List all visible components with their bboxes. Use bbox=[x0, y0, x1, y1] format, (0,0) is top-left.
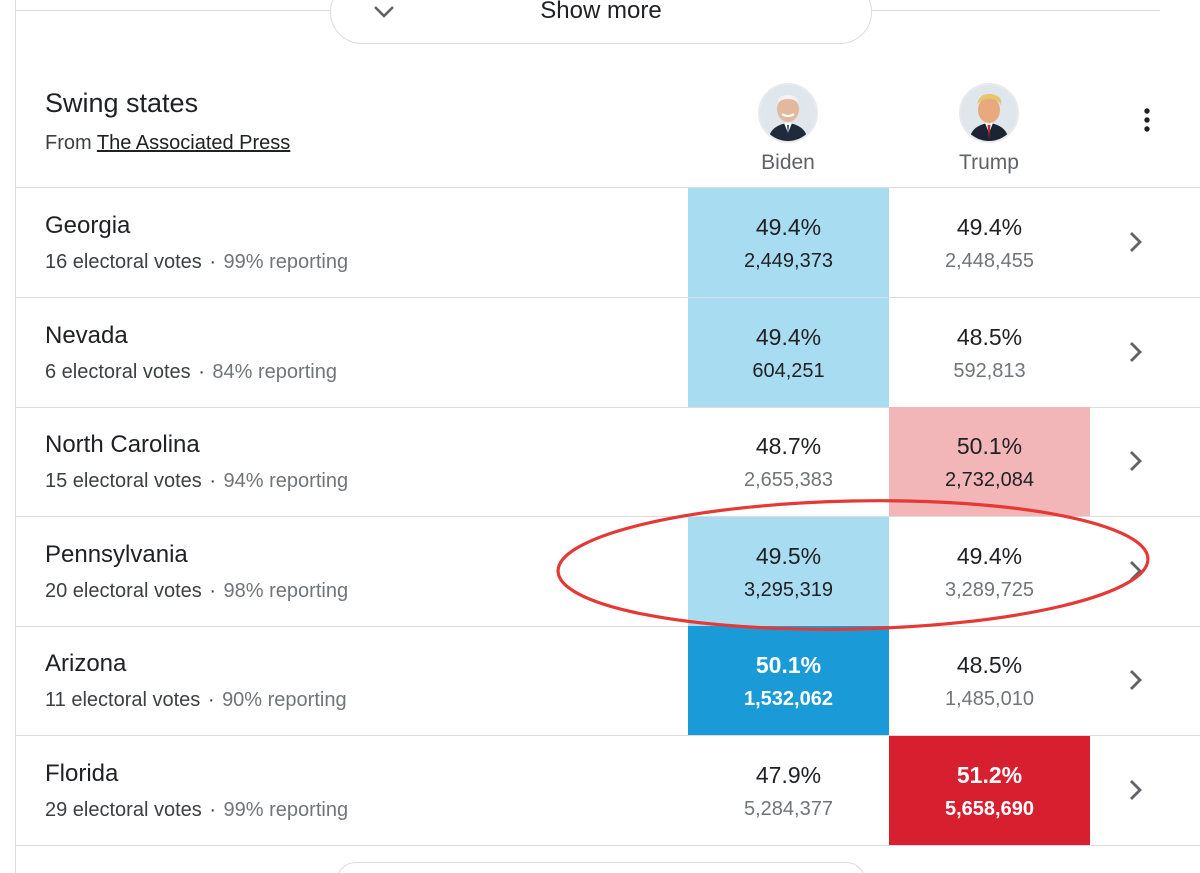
source-link[interactable]: The Associated Press bbox=[96, 132, 291, 154]
vote-percent: 49.5% bbox=[755, 542, 822, 569]
chevron-right-icon[interactable] bbox=[1128, 559, 1144, 583]
trump-result-cell: 50.1% 2,732,084 bbox=[889, 407, 1090, 517]
trump-result-cell: 51.2% 5,658,690 bbox=[889, 736, 1090, 845]
chevron-right-icon[interactable] bbox=[1128, 230, 1144, 254]
vote-percent: 50.1% bbox=[956, 433, 1023, 460]
vote-percent: 47.9% bbox=[755, 762, 822, 788]
card-title: Swing states bbox=[45, 88, 199, 118]
trump-result-cell: 49.4% 3,289,725 bbox=[889, 517, 1090, 626]
divider bbox=[872, 10, 1160, 11]
swing-state-row[interactable]: Georgia 16 electoral votes · 99% reporti… bbox=[15, 188, 1200, 298]
trump-result-cell: 49.4% 2,448,455 bbox=[889, 188, 1090, 297]
divider bbox=[16, 10, 332, 11]
chevron-right-icon[interactable] bbox=[1128, 778, 1144, 802]
vote-percent: 51.2% bbox=[956, 762, 1023, 788]
avatar bbox=[758, 83, 818, 143]
show-more-button[interactable]: Show more bbox=[330, 0, 872, 44]
electoral-votes: 6 electoral votes bbox=[45, 360, 191, 383]
state-meta: 15 electoral votes · 94% reporting bbox=[45, 470, 349, 493]
chevron-down-icon bbox=[374, 6, 394, 18]
vote-count: 604,251 bbox=[752, 359, 825, 382]
state-name: Florida bbox=[45, 760, 119, 787]
biden-result-cell: 47.9% 5,284,377 bbox=[688, 736, 889, 845]
electoral-votes: 11 electoral votes bbox=[45, 689, 201, 712]
electoral-votes: 20 electoral votes bbox=[45, 579, 202, 602]
reporting: 94% reporting bbox=[223, 470, 349, 493]
vote-percent: 49.4% bbox=[956, 214, 1023, 240]
biden-result-cell: 49.4% 2,449,373 bbox=[688, 188, 889, 297]
vote-count: 1,485,010 bbox=[945, 688, 1034, 711]
biden-result-cell: 49.4% 604,251 bbox=[688, 297, 889, 407]
chevron-right-icon[interactable] bbox=[1128, 340, 1144, 364]
chevron-right-icon[interactable] bbox=[1128, 668, 1144, 692]
state-meta: 20 electoral votes · 98% reporting bbox=[45, 579, 349, 602]
state-name: North Carolina bbox=[45, 431, 200, 459]
swing-state-row[interactable]: Nevada 6 electoral votes · 84% reporting… bbox=[15, 297, 1200, 408]
vote-percent: 48.5% bbox=[956, 323, 1023, 350]
reporting: 99% reporting bbox=[223, 799, 349, 821]
trump-result-cell: 48.5% 592,813 bbox=[889, 298, 1090, 407]
vote-percent: 48.7% bbox=[755, 433, 822, 460]
avatar bbox=[959, 83, 1019, 143]
vote-count: 5,284,377 bbox=[744, 798, 833, 820]
electoral-votes: 16 electoral votes bbox=[45, 251, 202, 273]
header-divider bbox=[15, 187, 1200, 188]
reporting: 98% reporting bbox=[223, 579, 349, 602]
source-attribution: From The Associated Press bbox=[45, 132, 290, 155]
biden-result-cell: 48.7% 2,655,383 bbox=[688, 407, 889, 516]
swing-state-row[interactable]: Pennsylvania 20 electoral votes · 98% re… bbox=[15, 516, 1200, 627]
electoral-votes: 15 electoral votes bbox=[45, 470, 202, 493]
vote-count: 2,449,373 bbox=[744, 250, 833, 272]
state-name: Pennsylvania bbox=[45, 540, 188, 568]
show-more-label: Show more bbox=[540, 0, 662, 24]
swing-state-row[interactable]: North Carolina 15 electoral votes · 94% … bbox=[15, 407, 1200, 518]
trump-result-cell: 48.5% 1,485,010 bbox=[889, 626, 1090, 735]
candidate-name: Trump bbox=[959, 151, 1019, 174]
biden-result-cell: 50.1% 1,532,062 bbox=[688, 626, 889, 736]
vote-count: 2,448,455 bbox=[945, 250, 1034, 272]
state-meta: 16 electoral votes · 99% reporting bbox=[45, 251, 349, 273]
vote-percent: 49.4% bbox=[755, 323, 822, 350]
vote-percent: 48.5% bbox=[956, 652, 1023, 679]
reporting: 90% reporting bbox=[222, 689, 347, 712]
reporting: 84% reporting bbox=[212, 360, 337, 383]
collapse-button[interactable] bbox=[336, 862, 866, 873]
vote-count: 2,732,084 bbox=[945, 469, 1034, 492]
chevron-right-icon[interactable] bbox=[1128, 449, 1144, 473]
swing-state-row[interactable]: Florida 29 electoral votes · 99% reporti… bbox=[15, 736, 1200, 846]
vote-count: 3,295,319 bbox=[744, 578, 833, 601]
candidate-biden[interactable]: Biden bbox=[688, 83, 888, 175]
source-prefix: From bbox=[45, 132, 92, 154]
electoral-votes: 29 electoral votes bbox=[45, 799, 202, 821]
state-name: Georgia bbox=[45, 212, 131, 239]
state-name: Arizona bbox=[45, 650, 127, 678]
state-meta: 6 electoral votes · 84% reporting bbox=[45, 360, 337, 383]
trump-portrait-icon bbox=[961, 85, 1017, 141]
state-meta: 29 electoral votes · 99% reporting bbox=[45, 799, 349, 821]
vote-count: 3,289,725 bbox=[945, 578, 1034, 601]
vote-percent: 49.4% bbox=[755, 214, 822, 240]
reporting: 99% reporting bbox=[223, 251, 349, 273]
swing-state-row[interactable]: Arizona 11 electoral votes · 90% reporti… bbox=[15, 626, 1200, 737]
vote-count: 1,532,062 bbox=[744, 688, 833, 711]
biden-result-cell: 49.5% 3,295,319 bbox=[688, 516, 889, 626]
state-meta: 11 electoral votes · 90% reporting bbox=[45, 689, 347, 712]
vote-count: 5,658,690 bbox=[945, 798, 1034, 820]
candidate-trump[interactable]: Trump bbox=[889, 83, 1089, 175]
vote-count: 592,813 bbox=[953, 359, 1026, 382]
more-options-icon[interactable] bbox=[1137, 106, 1157, 136]
vote-percent: 50.1% bbox=[755, 652, 822, 679]
vote-count: 2,655,383 bbox=[744, 469, 833, 492]
state-name: Nevada bbox=[45, 321, 128, 349]
vote-percent: 49.4% bbox=[956, 542, 1023, 569]
biden-portrait-icon bbox=[760, 85, 816, 141]
candidate-name: Biden bbox=[761, 151, 815, 174]
